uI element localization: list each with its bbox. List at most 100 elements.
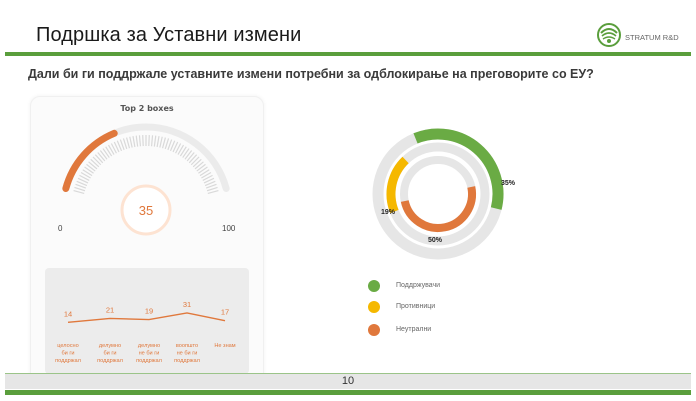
gauge-tick [88, 161, 98, 170]
mini-line-series [67, 312, 226, 323]
gauge-tick [132, 136, 136, 148]
mini-category-label: делумно [99, 343, 121, 349]
gauge-tick [203, 177, 215, 184]
gauge-tick [86, 163, 96, 172]
gauge-tick [107, 144, 115, 155]
mini-category-label: целосно [57, 343, 79, 349]
mini-category-label: не би ги [139, 351, 160, 357]
gauge-tick [188, 154, 198, 164]
gauge-tick [76, 180, 88, 187]
mini-category-label: поддржал [174, 358, 200, 364]
ring-segment [400, 186, 476, 232]
legend-label: Неутрални [396, 326, 432, 333]
stratum-logo [597, 23, 621, 47]
gauge-tick [201, 171, 212, 179]
gauge-tick [182, 148, 190, 158]
gauge-tick [175, 143, 182, 154]
header-divider [5, 52, 691, 56]
page-number: 10 [341, 375, 355, 387]
mini-category-label: не би ги [177, 351, 198, 357]
gauge-tick [105, 146, 113, 157]
gauge-tick [169, 140, 176, 152]
gauge-tick [161, 137, 166, 149]
gauge-title: Top 2 boxes [120, 104, 174, 113]
gauge-tick [156, 136, 160, 148]
mini-data-label: 31 [183, 300, 191, 309]
gauge-tick [184, 150, 193, 160]
gauge-tick [102, 148, 110, 158]
survey-question: Дали би ги поддржале уставните измени по… [28, 67, 594, 81]
footer-stripe [5, 390, 691, 395]
footer-bar [5, 374, 691, 389]
gauge-tick [207, 190, 219, 195]
gauge-tick [179, 146, 187, 157]
gauge-tick [110, 143, 117, 154]
mini-category-label: воопшто [176, 343, 198, 349]
gauge-tick [84, 166, 94, 174]
mini-category-label: би ги [61, 351, 74, 357]
ring-data-label: 50% [428, 237, 443, 244]
gauge-chart [62, 123, 230, 236]
mini-category-label: би ги [103, 351, 116, 357]
gauge-tick [116, 140, 123, 152]
gauge-tick [97, 152, 106, 162]
gauge-tick [194, 161, 204, 170]
mini-category-label: поддржал [136, 358, 162, 364]
gauge-tick [122, 138, 128, 150]
gauge-tick [202, 174, 213, 181]
legend-marker [368, 280, 380, 292]
gauge-center-circle [120, 184, 172, 236]
gauge-value-label: 35 [138, 203, 154, 218]
legend-marker [368, 301, 380, 313]
gauge-tick [204, 180, 216, 187]
mini-data-label: 19 [145, 307, 153, 316]
gauge-tick [99, 150, 108, 160]
gauge-tick [199, 169, 210, 177]
gauge-tick [94, 154, 104, 164]
mini-data-label: 14 [64, 309, 72, 318]
gauge-value-arc [62, 129, 118, 193]
ring-segment [386, 156, 409, 214]
gauge-tick [164, 138, 170, 150]
gauge-tick [186, 152, 195, 162]
legend-label: Поддржувачи [396, 282, 441, 289]
logo-text: STRATUM R&D [625, 33, 679, 42]
gauge-tick [119, 139, 125, 151]
footer-divider [5, 373, 691, 374]
gauge-tick [190, 156, 200, 166]
gauge-tick [92, 156, 102, 166]
gauge-tick [82, 169, 93, 177]
gauge-tick [177, 144, 185, 155]
eye-logo-icon [597, 23, 621, 47]
gauge-tick [205, 183, 217, 189]
gauge-tick [153, 135, 157, 147]
gauge-tick [74, 186, 86, 192]
gauge-tick [73, 190, 85, 195]
ring-data-label: 19% [381, 209, 396, 216]
gauge-tick [126, 137, 131, 149]
ring-data-label: 35% [501, 180, 516, 187]
mini-category-label: Не знам [214, 343, 235, 349]
gauge-tick [150, 135, 154, 147]
gauge-max-label: 100 [222, 224, 236, 233]
gauge-tick [138, 135, 142, 147]
mini-category-label: поддржал [97, 358, 123, 364]
gauge-tick [135, 135, 139, 147]
mini-data-label: 21 [106, 305, 114, 314]
gauge-tick [198, 166, 208, 174]
legend-label: Противници [396, 303, 436, 310]
gauge-tick [159, 136, 163, 148]
ring-chart: 35% 19% 50% [372, 128, 516, 260]
gauge-tick [79, 174, 90, 181]
mini-category-label: делумно [138, 343, 160, 349]
gauge-tick [129, 136, 133, 148]
page-title: Подршка за Уставни измени [36, 24, 302, 46]
gauge-tick [206, 186, 218, 192]
gauge-tick [172, 141, 179, 153]
gauge-min-label: 0 [58, 224, 63, 233]
mini-category-label: поддржал [55, 358, 81, 364]
gauge-tick [77, 177, 89, 184]
legend-marker [368, 324, 380, 336]
ring-segment [413, 128, 504, 210]
